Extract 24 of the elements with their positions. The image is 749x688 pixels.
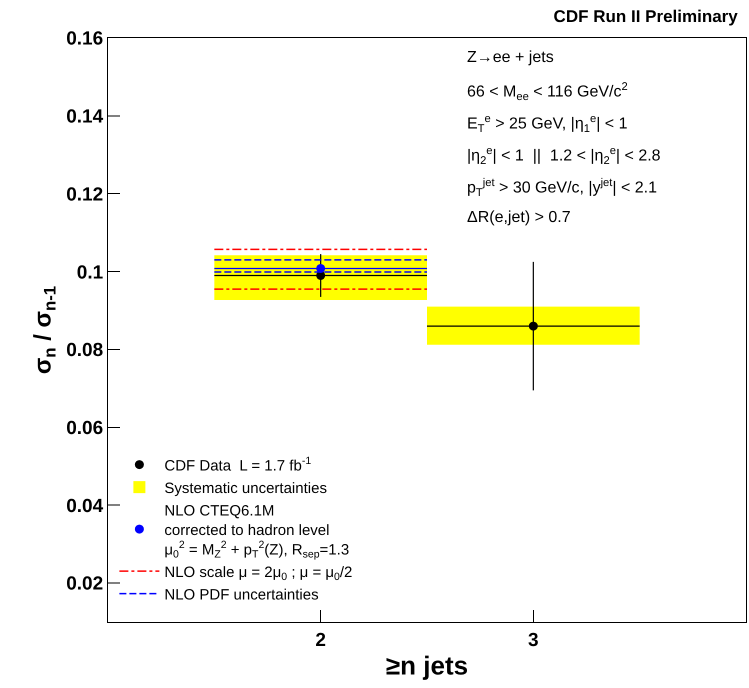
annotation: 66 < M$_{ee}$ < 116 GeV/c$^{2}$ <box>467 81 628 104</box>
annotation: ΔR(e,jet) > 0.7 <box>467 209 571 226</box>
y-tick-label: 0.14 <box>66 106 104 128</box>
x-tick-label: 3 <box>528 630 539 651</box>
annotation: p$_{T}$$^{jet}$ > 30 GeV/c, |y$^{jet}$| < 2.1 <box>467 177 658 200</box>
point <box>528 322 538 331</box>
y-tick-label: 0.12 <box>66 184 104 206</box>
y-tick-label: 0.04 <box>66 496 104 517</box>
x-tick-label: 2 <box>315 630 326 651</box>
y-tick-label: 0.02 <box>66 574 104 595</box>
y-tick-label: 0.16 <box>66 28 104 50</box>
legend-label: Systematic uncertainties <box>164 480 327 497</box>
y-tick-label: 0.08 <box>66 340 104 362</box>
annotation: Z→ee + jets <box>467 49 554 66</box>
x-axis-title: ≥n jets <box>386 650 468 680</box>
y-tick-label: 0.1 <box>76 262 104 284</box>
annotation: E$_{T}$$^{e}$ > 25 GeV, |η$_{1}$$^{e}$| < 1 <box>467 113 628 136</box>
annotation: |η$_{2}$$^{e}$| < 1 || 1.2 < |η$_{2}$$^{e}$| < 2.8 <box>467 145 661 168</box>
legend-label: NLO PDF uncertainties <box>164 586 319 604</box>
chart-title: CDF Run II Preliminary <box>554 7 738 26</box>
text: NLO CTEQ6.1M corrected to hadron level μ$_{0}$$^{2}$ = M$_{Z}$$^{2}$ + p$_{T}$$^{2}$(Z), R$_{sep}$=1.3 <box>164 502 350 561</box>
legend-label: NLO scale μ = 2μ$_{0}$ ; μ = μ$_{0}$/2 <box>164 564 352 584</box>
y-tick-label: 0.06 <box>66 418 104 439</box>
legend-label: CDF Data L = 1.7 fb$^{-1}$ <box>164 455 312 474</box>
